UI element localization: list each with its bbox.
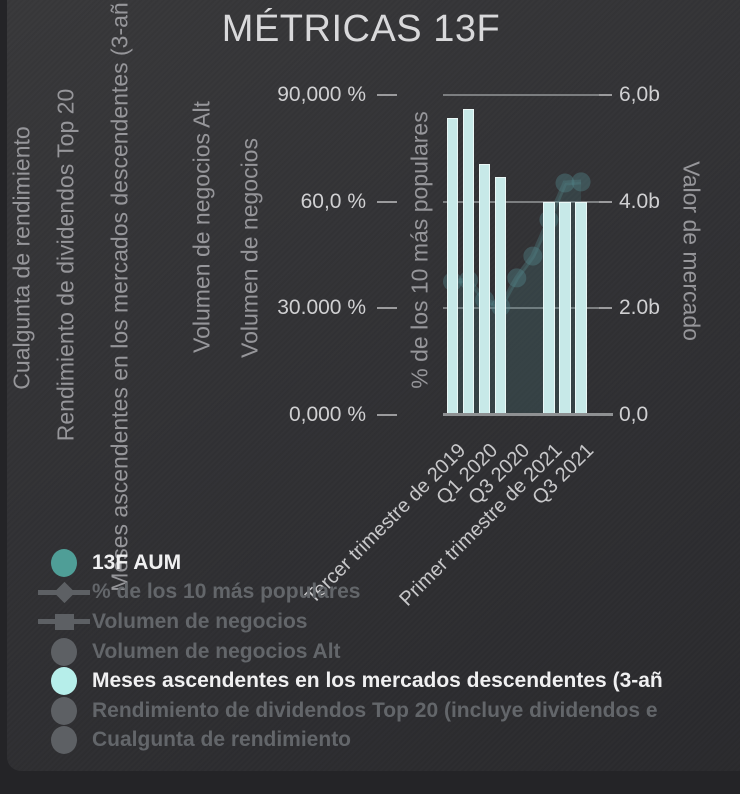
- legend-marker-square-line: [38, 607, 90, 636]
- legend-marker-circle: [46, 726, 82, 755]
- axis-label-pct-populares: % de los 10 más populares: [406, 111, 433, 389]
- legend-marker-circle: [46, 637, 82, 666]
- bar-meses-ascendentes[interactable]: [462, 109, 475, 415]
- chart-card: [7, 0, 740, 771]
- bar-meses-ascendentes[interactable]: [543, 201, 555, 415]
- tick-dash: [599, 201, 612, 203]
- gridline: [443, 307, 611, 309]
- ytick-right-4: 4.0b: [619, 190, 660, 213]
- axis-label-cualgunta: Cualgunta de rendimiento: [8, 126, 35, 390]
- legend-label: 13F AUM: [92, 550, 182, 574]
- legend-item[interactable]: Meses ascendentes en los mercados descen…: [46, 666, 663, 696]
- ytick-right-0: 0,0: [619, 403, 649, 426]
- ytick-left-0: 0,000 %: [288, 403, 366, 426]
- x-axis-line: [443, 413, 613, 416]
- legend-label: % de los 10 más populares: [92, 580, 361, 604]
- tick-dash: [599, 94, 612, 96]
- legend-item[interactable]: Cualgunta de rendimiento: [46, 726, 663, 756]
- tick-dash: [377, 201, 397, 203]
- ytick-left-60: 60,0 %: [300, 190, 366, 213]
- legend-label: Rendimiento de dividendos Top 20 (incluy…: [92, 698, 658, 722]
- bar-meses-ascendentes[interactable]: [446, 118, 459, 415]
- axis-label-volumen-alt: Volumen de negocios Alt: [188, 101, 215, 353]
- legend-marker-diamond-line: [38, 578, 90, 607]
- ytick-right-6: 6,0b: [619, 83, 660, 106]
- legend-label: Cualgunta de rendimiento: [92, 728, 352, 752]
- legend: 13F AUM % de los 10 más populares Volumen …: [38, 548, 663, 756]
- tick-dash: [377, 94, 397, 96]
- gridline: [443, 94, 611, 96]
- tick-dash: [377, 414, 397, 416]
- legend-marker-circle: [46, 548, 82, 577]
- ytick-right-2: 2.0b: [619, 296, 660, 319]
- bar-meses-ascendentes[interactable]: [575, 201, 587, 415]
- legend-item[interactable]: 13F AUM: [46, 548, 663, 578]
- axis-label-rendimiento: Rendimiento de dividendos Top 20: [52, 88, 79, 442]
- axis-label-meses: Meses ascendentes en los mercados descen…: [106, 2, 133, 592]
- tick-dash: [377, 307, 397, 309]
- legend-item[interactable]: Volumen de negocios Alt: [46, 637, 663, 667]
- chart-title: MÉTRICAS 13F: [221, 8, 501, 50]
- bar-meses-ascendentes[interactable]: [559, 201, 571, 415]
- legend-item[interactable]: Volumen de negocios: [38, 607, 663, 637]
- tick-dash: [599, 307, 612, 309]
- ytick-left-90: 90,000 %: [277, 83, 366, 106]
- legend-label: Volumen de negocios Alt: [92, 639, 341, 663]
- legend-item[interactable]: % de los 10 más populares: [38, 578, 663, 608]
- gridline: [443, 201, 611, 203]
- legend-item[interactable]: Rendimiento de dividendos Top 20 (incluy…: [46, 696, 663, 726]
- bar-meses-ascendentes[interactable]: [494, 176, 507, 415]
- ytick-left-30: 30.000 %: [277, 296, 366, 319]
- legend-label: Meses ascendentes en los mercados descen…: [92, 669, 663, 693]
- legend-label: Volumen de negocios: [92, 609, 308, 633]
- bar-meses-ascendentes[interactable]: [478, 164, 491, 415]
- legend-marker-circle: [46, 696, 82, 725]
- axis-label-valor-mercado: Valor de mercado: [678, 161, 705, 341]
- axis-label-volumen: Volumen de negocios: [236, 138, 263, 358]
- legend-marker-circle: [46, 667, 82, 696]
